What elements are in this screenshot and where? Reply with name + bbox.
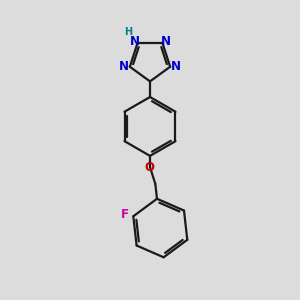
Text: F: F (121, 208, 129, 221)
Text: N: N (160, 35, 170, 48)
Text: H: H (124, 27, 132, 38)
Text: N: N (130, 35, 140, 48)
Text: O: O (144, 160, 154, 174)
Text: N: N (119, 60, 129, 73)
Text: N: N (171, 60, 181, 73)
